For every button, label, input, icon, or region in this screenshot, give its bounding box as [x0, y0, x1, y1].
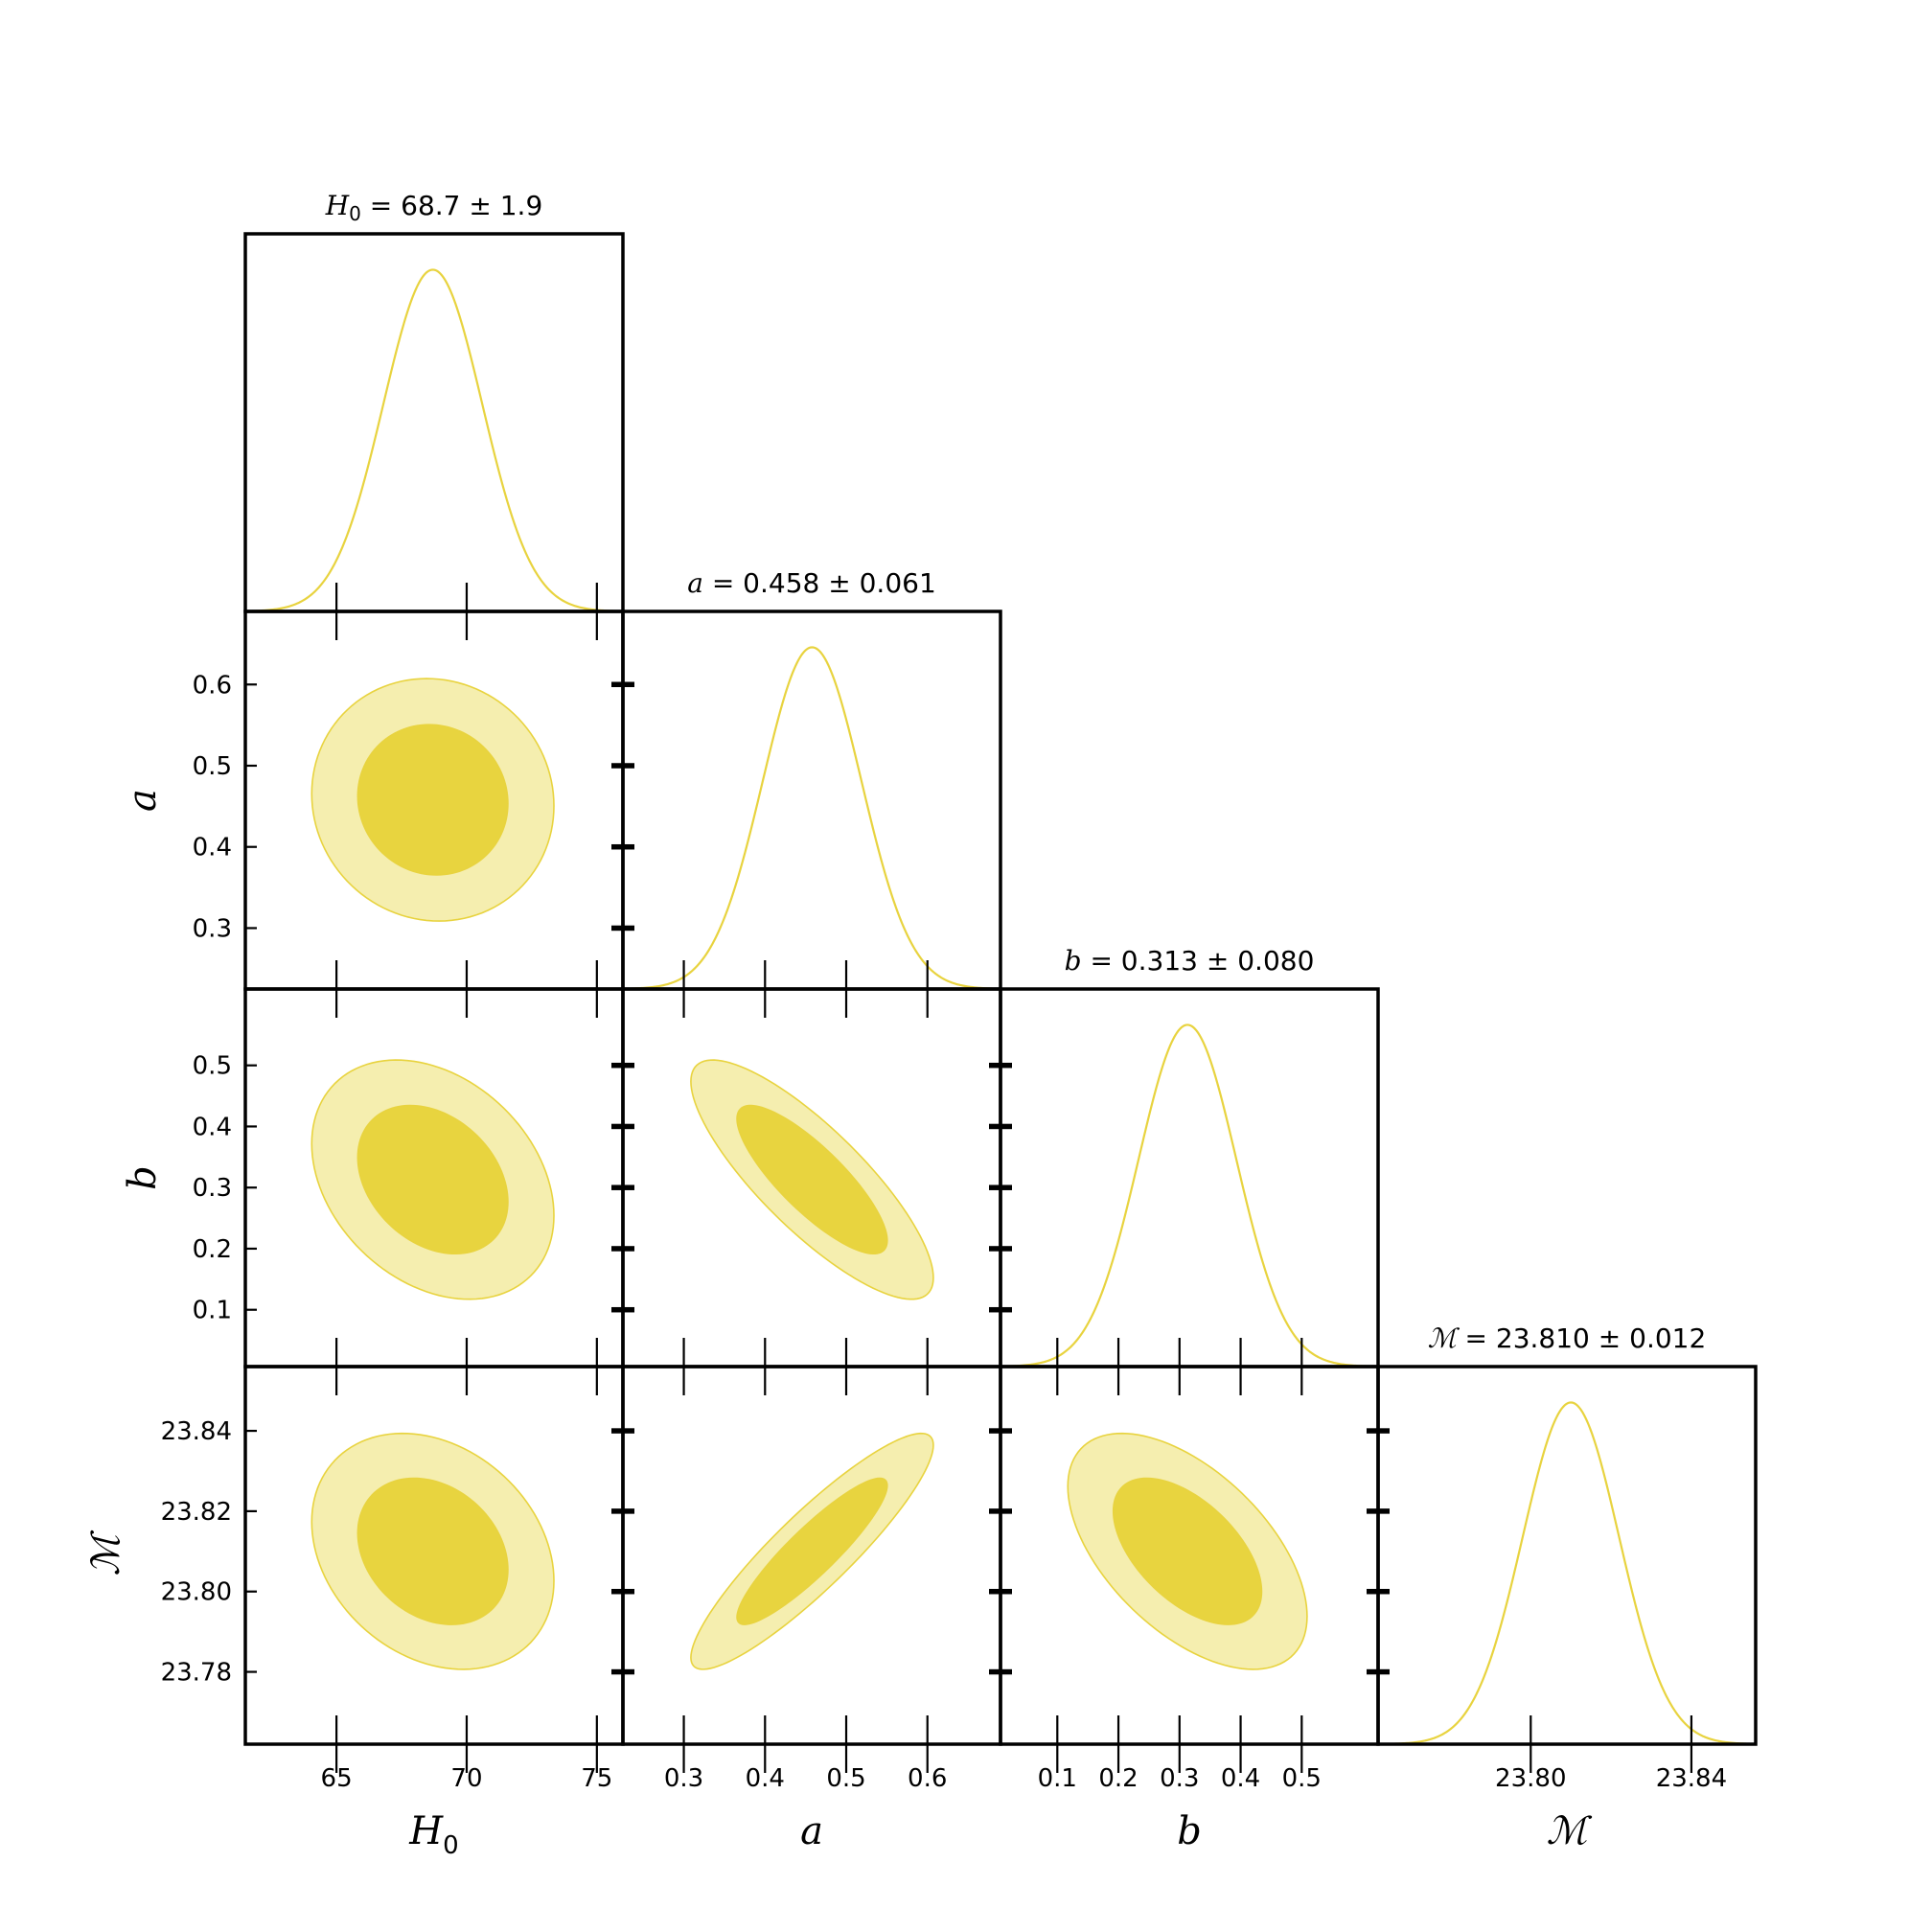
x-axis-symbol-a: a — [800, 1809, 823, 1853]
x-tick-label-b-0.5: 0.5 — [1282, 1764, 1322, 1793]
y-tick-label-b-0.4: 0.4 — [193, 1113, 232, 1141]
contour-68-H0-a — [356, 724, 509, 876]
x-tick-label-H0-75: 75 — [581, 1764, 612, 1793]
title-value-b: = 0.313 ± 0.080 — [1082, 945, 1315, 977]
title-value-H0: = 68.7 ± 1.9 — [361, 190, 542, 221]
title-subscript-H0: 0 — [349, 202, 361, 225]
panel-frame-a-a — [621, 610, 1002, 991]
x-axis-symbol-b: b — [1177, 1809, 1202, 1853]
title-value-M: = 23.810 ± 0.012 — [1457, 1322, 1707, 1354]
density-curve-M — [1377, 1401, 1757, 1745]
contour-68-H0-M — [356, 1477, 509, 1625]
y-tick-label-b-0.3: 0.3 — [193, 1174, 232, 1203]
title-symbol-H0: H — [325, 190, 350, 221]
y-tick-label-M-23.8: 23.80 — [161, 1578, 232, 1607]
contour-68-a-b — [736, 1104, 888, 1255]
panel-title-H0: H0 = 68.7 ± 1.9 — [325, 190, 543, 225]
x-tick-label-b-0.1: 0.1 — [1038, 1764, 1077, 1793]
x-axis-label-H0: H0 — [408, 1809, 458, 1860]
y-tick-label-b-0.2: 0.2 — [193, 1235, 232, 1264]
title-symbol-M: ℳ — [1428, 1322, 1460, 1354]
x-tick-label-H0-65: 65 — [321, 1764, 353, 1793]
y-tick-label-M-23.84: 23.84 — [161, 1417, 232, 1446]
density-curve-H0 — [244, 268, 624, 612]
x-axis-label-a: a — [800, 1809, 823, 1853]
panel-frame-H0-H0 — [243, 232, 625, 613]
x-axis-label-M: ℳ — [1547, 1809, 1593, 1853]
x-axis-subscript-H0: 0 — [443, 1831, 459, 1860]
x-tick-label-b-0.4: 0.4 — [1221, 1764, 1260, 1793]
y-tick-label-a-0.6: 0.6 — [193, 671, 232, 700]
title-value-a: = 0.458 ± 0.061 — [703, 567, 936, 599]
x-tick-label-a-0.4: 0.4 — [746, 1764, 785, 1793]
x-axis-symbol-M: ℳ — [1547, 1809, 1593, 1853]
y-tick-label-M-23.82: 23.82 — [161, 1498, 232, 1527]
contour-68-b-M — [1112, 1477, 1263, 1625]
contour-68-H0-b — [356, 1104, 509, 1255]
x-tick-label-M-23.8: 23.80 — [1495, 1764, 1566, 1793]
panel-title-M: ℳ = 23.810 ± 0.012 — [1428, 1322, 1707, 1354]
y-tick-label-b-0.1: 0.1 — [193, 1297, 232, 1325]
y-tick-label-a-0.3: 0.3 — [193, 914, 232, 943]
y-tick-label-a-0.4: 0.4 — [193, 834, 232, 862]
x-tick-label-b-0.3: 0.3 — [1160, 1764, 1199, 1793]
panel-frame-M-M — [1376, 1365, 1758, 1746]
density-curve-a — [622, 646, 1001, 990]
y-tick-label-b-0.5: 0.5 — [193, 1052, 232, 1081]
density-curve-b — [1000, 1024, 1379, 1368]
panel-title-a: a = 0.458 ± 0.061 — [687, 567, 936, 599]
y-tick-label-a-0.5: 0.5 — [193, 752, 232, 781]
contour-68-a-M — [736, 1477, 888, 1625]
x-axis-symbol-H0: H — [408, 1809, 444, 1853]
x-tick-label-H0-70: 70 — [450, 1764, 482, 1793]
y-axis-label-b: b — [121, 1165, 165, 1190]
title-symbol-a: a — [687, 567, 703, 599]
y-axis-label-M: ℳ — [84, 1530, 128, 1576]
x-tick-label-a-0.3: 0.3 — [664, 1764, 703, 1793]
x-tick-label-M-23.84: 23.84 — [1656, 1764, 1727, 1793]
title-symbol-b: b — [1065, 945, 1082, 977]
y-axis-label-a: a — [121, 789, 165, 812]
x-tick-label-a-0.5: 0.5 — [826, 1764, 865, 1793]
panel-title-b: b = 0.313 ± 0.080 — [1065, 945, 1315, 977]
x-axis-label-b: b — [1177, 1809, 1202, 1853]
y-tick-label-M-23.78: 23.78 — [161, 1659, 232, 1688]
panel-frame-b-b — [999, 987, 1380, 1368]
x-tick-label-b-0.2: 0.2 — [1098, 1764, 1138, 1793]
x-tick-label-a-0.6: 0.6 — [908, 1764, 947, 1793]
